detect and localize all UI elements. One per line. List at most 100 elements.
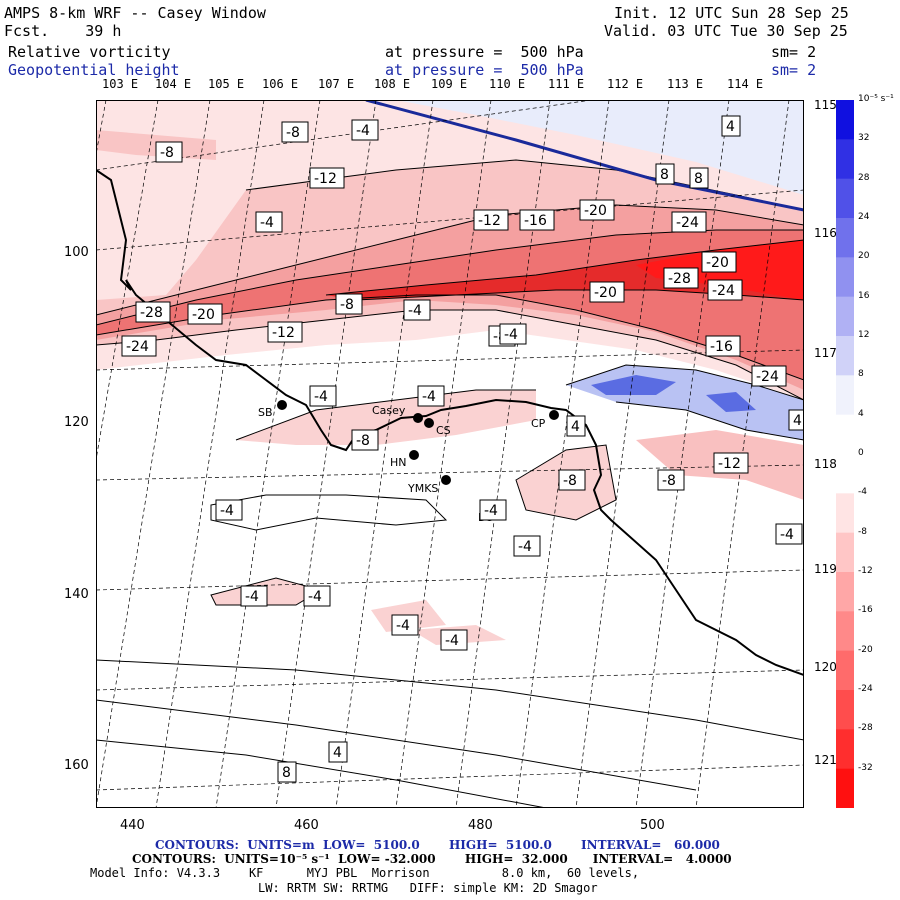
vorticity-contour-label-box xyxy=(187,303,223,325)
lon-label: 109 E xyxy=(431,77,468,91)
colorbar-tick-label: 16 xyxy=(858,290,870,301)
lon-label: 114 E xyxy=(727,77,764,91)
vorticity-fill-positive xyxy=(396,100,804,195)
vorticity-contour-label: -4 xyxy=(245,589,259,605)
colorbar-tick-label: -16 xyxy=(858,605,873,616)
vorticity-fill-positive xyxy=(706,392,756,412)
colorbar-tick-label: 4 xyxy=(858,408,864,419)
geopotential-contour xyxy=(365,100,804,212)
vorticity-contour-label-box xyxy=(255,211,283,233)
vorticity-contour-label: -24 xyxy=(712,283,735,299)
vorticity-contour-label: -4 xyxy=(780,527,794,543)
lon-label: 105 E xyxy=(208,77,245,91)
vorticity-fill-positive xyxy=(591,375,676,395)
colorbar-segment xyxy=(836,218,854,258)
field1-smoothing: sm= 2 xyxy=(771,43,817,61)
vorticity-contour-label-box xyxy=(473,209,509,231)
field2-name: Geopotential height xyxy=(8,61,180,79)
vorticity-contour-label-box xyxy=(267,321,303,343)
vorticity-contour-label-box xyxy=(417,385,445,407)
footer-model-info-2: LW: RRTM SW: RRTMG DIFF: simple KM: 2D S… xyxy=(258,881,598,895)
colorbar-segment xyxy=(836,375,854,416)
colorbar-segment xyxy=(836,257,854,298)
field2-smoothing: sm= 2 xyxy=(771,61,817,79)
x-tick: 500 xyxy=(640,818,665,833)
station-dot-cp[interactable] xyxy=(549,410,559,420)
vorticity-contour-label: -28 xyxy=(140,305,163,321)
vorticity-contour-label-box xyxy=(751,365,787,387)
vorticity-contour-label-box xyxy=(671,211,707,233)
colorbar-segment xyxy=(836,572,854,612)
vorticity-contour-label: -8 xyxy=(356,433,370,449)
colorbar-tick-label: -24 xyxy=(858,684,873,694)
vorticity-contour-label-box xyxy=(440,629,468,651)
vorticity-contour-label-box xyxy=(713,452,749,474)
vorticity-contour-label: -28 xyxy=(668,271,691,287)
vorticity-contour-label: -4 xyxy=(260,215,274,231)
vorticity-contour-label: -4 xyxy=(504,327,518,343)
vorticity-map: SB Casey CS HN YMKS CP DS -8-8-4-12-4-12… xyxy=(96,100,804,808)
vorticity-contour-label-box xyxy=(701,251,737,273)
vorticity-contour-label-box xyxy=(663,267,699,289)
height-contour-label: 4 xyxy=(571,419,580,435)
colorbar-segment xyxy=(836,100,854,140)
vorticity-contour-label-box xyxy=(499,323,527,345)
colorbar-segment xyxy=(836,690,854,730)
height-contour-label-box xyxy=(277,761,297,783)
y-tick: 120 xyxy=(64,415,89,430)
station-dot-sb[interactable] xyxy=(277,400,287,410)
height-contour-label: 4 xyxy=(333,745,342,761)
colorbar-segment xyxy=(836,729,854,770)
height-contour-label-box xyxy=(328,741,348,763)
colorbar xyxy=(836,100,854,808)
station-dot-casey[interactable] xyxy=(413,413,423,423)
colorbar-tick-label: -32 xyxy=(858,762,873,773)
station-label-sb: SB xyxy=(258,406,273,419)
height-contour-label: 8 xyxy=(660,167,669,183)
vorticity-contour-label-box xyxy=(589,281,625,303)
station-label-hn: HN xyxy=(390,456,407,469)
vorticity-contour-label-box xyxy=(215,499,243,521)
colorbar-segment xyxy=(836,336,854,376)
vorticity-contour-label-box xyxy=(309,167,345,189)
station-label-casey: Casey xyxy=(372,404,406,417)
colorbar-segment xyxy=(836,650,854,691)
vorticity-contour-label-box xyxy=(579,199,615,221)
station-label-cs: CS xyxy=(436,424,451,437)
station-dot-ymks[interactable] xyxy=(441,475,451,485)
vorticity-contour-label-box xyxy=(707,279,743,301)
height-contour-label: 4 xyxy=(793,413,802,429)
vorticity-contour-label: -8 xyxy=(662,473,676,489)
vorticity-contour-label-box xyxy=(335,293,363,315)
vorticity-contour-label: -4 xyxy=(220,503,234,519)
vorticity-contour-label: -24 xyxy=(676,215,699,231)
station-dot-cs[interactable] xyxy=(424,418,434,428)
vorticity-contour-label-box xyxy=(403,299,431,321)
y-tick: 160 xyxy=(64,758,89,773)
vorticity-contour-label: -20 xyxy=(594,285,617,301)
vorticity-contour-label: -12 xyxy=(314,171,337,187)
colorbar-segment xyxy=(836,296,854,337)
vorticity-contour-label-box xyxy=(135,301,171,323)
lon-label: 107 E xyxy=(318,77,355,91)
station-label-cp: CP xyxy=(531,417,546,430)
footer-contours-height: CONTOURS: UNITS=m LOW= 5100.0 HIGH= 5100… xyxy=(155,838,720,852)
vorticity-contour-label: -8 xyxy=(286,125,300,141)
colorbar-unit: 10⁻⁵ s⁻¹ xyxy=(858,94,894,104)
vorticity-contour-label: -16 xyxy=(524,213,547,229)
footer-contours-vorticity: CONTOURS: UNITS=10⁻⁵ s⁻¹ LOW= -32.000 HI… xyxy=(132,852,732,866)
lon-label: 112 E xyxy=(607,77,644,91)
vorticity-contour-label: -24 xyxy=(756,369,779,385)
height-contour-label: 8 xyxy=(694,171,703,187)
vorticity-contour-label-box xyxy=(558,469,586,491)
vorticity-contour-label: -4 xyxy=(396,618,410,634)
height-contour-label: 4 xyxy=(726,119,735,135)
colorbar-tick-label: 28 xyxy=(858,172,870,183)
vorticity-contour-label: -20 xyxy=(192,307,215,323)
station-dot-hn[interactable] xyxy=(409,450,419,460)
vorticity-contour-label: -12 xyxy=(718,456,741,472)
vorticity-contour-label-box xyxy=(519,209,555,231)
height-contour-label-box xyxy=(721,115,741,137)
colorbar-tick-label: 24 xyxy=(858,212,870,222)
station-label-ymks: YMKS xyxy=(407,482,438,495)
